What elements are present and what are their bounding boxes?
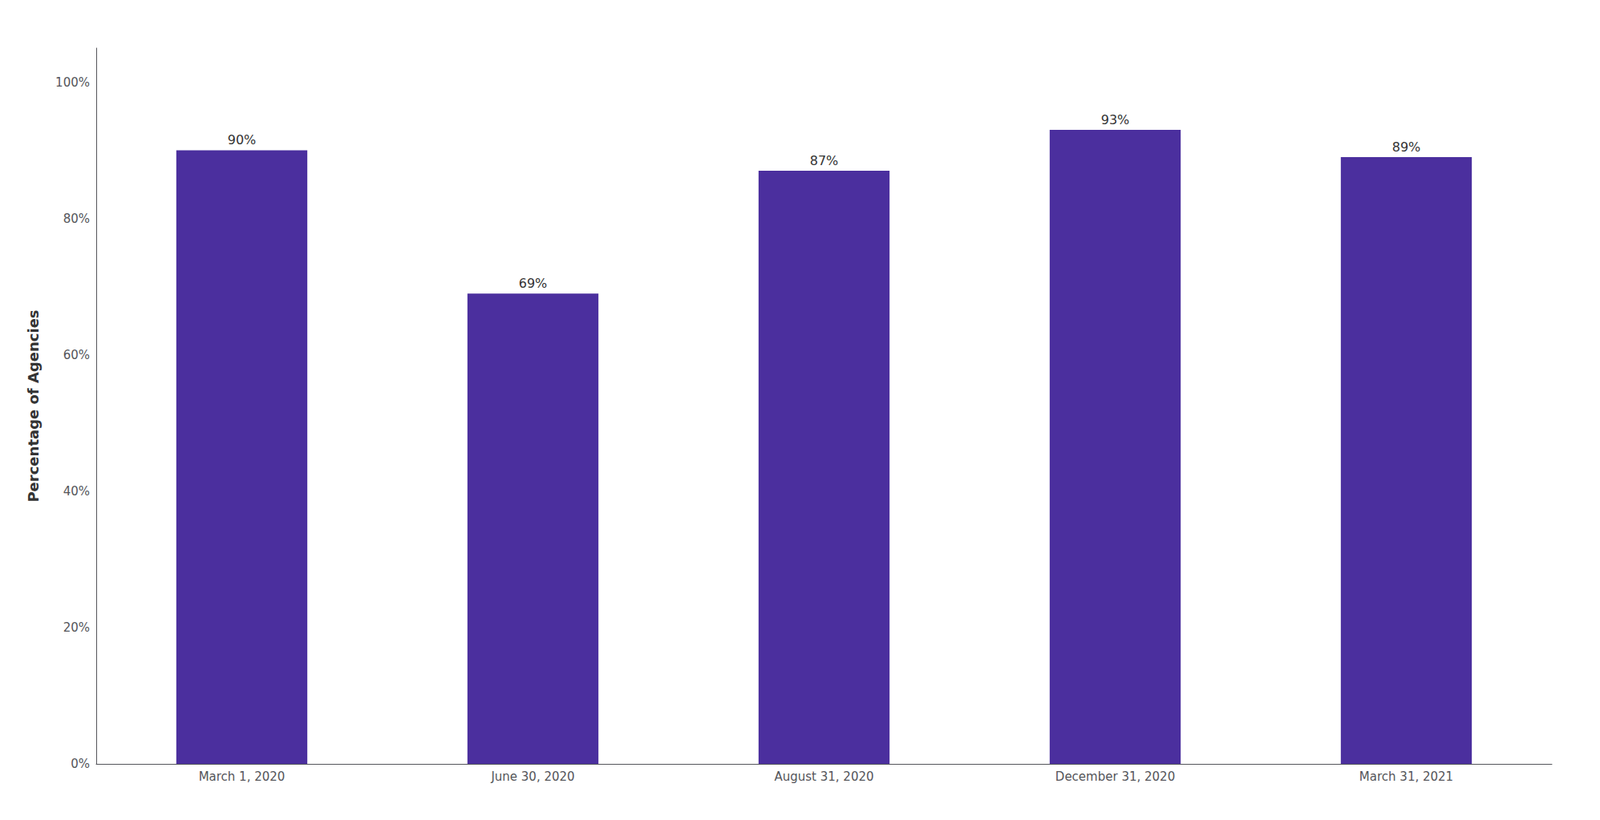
svg-text:100%: 100% bbox=[55, 75, 90, 90]
svg-text:40%: 40% bbox=[63, 484, 90, 499]
svg-text:80%: 80% bbox=[63, 211, 90, 227]
svg-text:93%: 93% bbox=[1101, 112, 1131, 128]
svg-text:60%: 60% bbox=[63, 348, 90, 363]
svg-text:90%: 90% bbox=[227, 132, 257, 148]
svg-text:0%: 0% bbox=[70, 757, 90, 772]
svg-text:69%: 69% bbox=[518, 275, 548, 292]
svg-text:89%: 89% bbox=[1392, 139, 1422, 155]
svg-text:Percentage of Agencies: Percentage of Agencies bbox=[24, 309, 42, 503]
svg-text:August 31, 2020: August 31, 2020 bbox=[773, 769, 874, 785]
svg-text:June 30, 2020: June 30, 2020 bbox=[490, 769, 575, 785]
svg-text:March 31, 2021: March 31, 2021 bbox=[1359, 769, 1454, 785]
svg-text:December 31, 2020: December 31, 2020 bbox=[1055, 769, 1175, 785]
svg-text:87%: 87% bbox=[810, 153, 839, 169]
svg-text:March 1, 2020: March 1, 2020 bbox=[198, 769, 286, 785]
svg-text:20%: 20% bbox=[63, 620, 90, 636]
